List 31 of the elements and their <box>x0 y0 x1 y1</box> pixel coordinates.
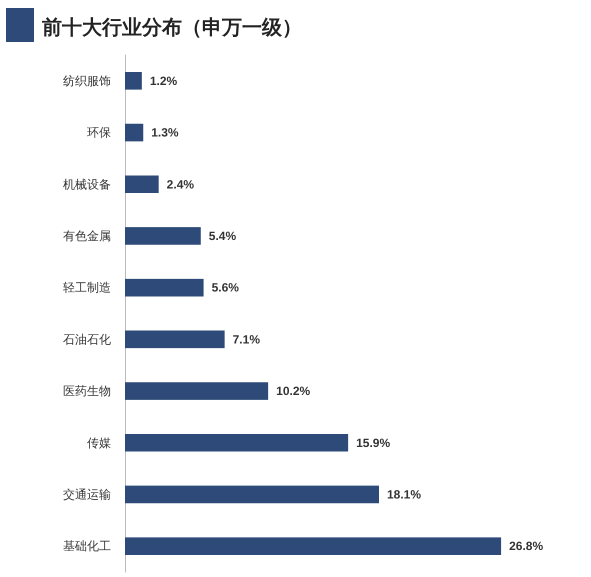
bar <box>125 227 201 245</box>
bar <box>125 537 502 555</box>
bar <box>125 486 380 504</box>
data-label: 5.4% <box>208 228 236 243</box>
data-label: 15.9% <box>356 436 390 450</box>
data-label: 1.2% <box>150 74 178 88</box>
chart-title: 前十大行业分布（申万一级） <box>42 14 302 41</box>
data-label: 2.4% <box>166 177 194 192</box>
y-tick-label: 机械设备 <box>63 177 111 192</box>
bar <box>125 434 348 452</box>
y-tick-label: 环保 <box>87 126 111 140</box>
bar <box>125 330 225 348</box>
y-tick-label: 交通运输 <box>63 487 111 502</box>
bar <box>125 124 144 142</box>
data-label: 7.1% <box>232 332 260 346</box>
y-tick-label: 传媒 <box>87 436 111 450</box>
y-tick-label: 医药生物 <box>63 384 111 398</box>
bar <box>125 278 204 296</box>
y-tick-label: 纺织服饰 <box>63 74 111 88</box>
y-tick-label: 基础化工 <box>63 539 111 554</box>
bar <box>125 72 142 90</box>
data-label: 18.1% <box>387 487 422 502</box>
bar <box>125 382 268 400</box>
y-tick-label: 轻工制造 <box>63 280 111 295</box>
data-label: 1.3% <box>151 126 179 140</box>
y-tick-label: 有色金属 <box>63 228 111 243</box>
data-label: 26.8% <box>509 539 544 554</box>
y-tick-label: 石油石化 <box>63 332 111 346</box>
data-label: 5.6% <box>212 280 240 295</box>
data-label: 10.2% <box>276 384 310 398</box>
bar <box>125 175 159 194</box>
